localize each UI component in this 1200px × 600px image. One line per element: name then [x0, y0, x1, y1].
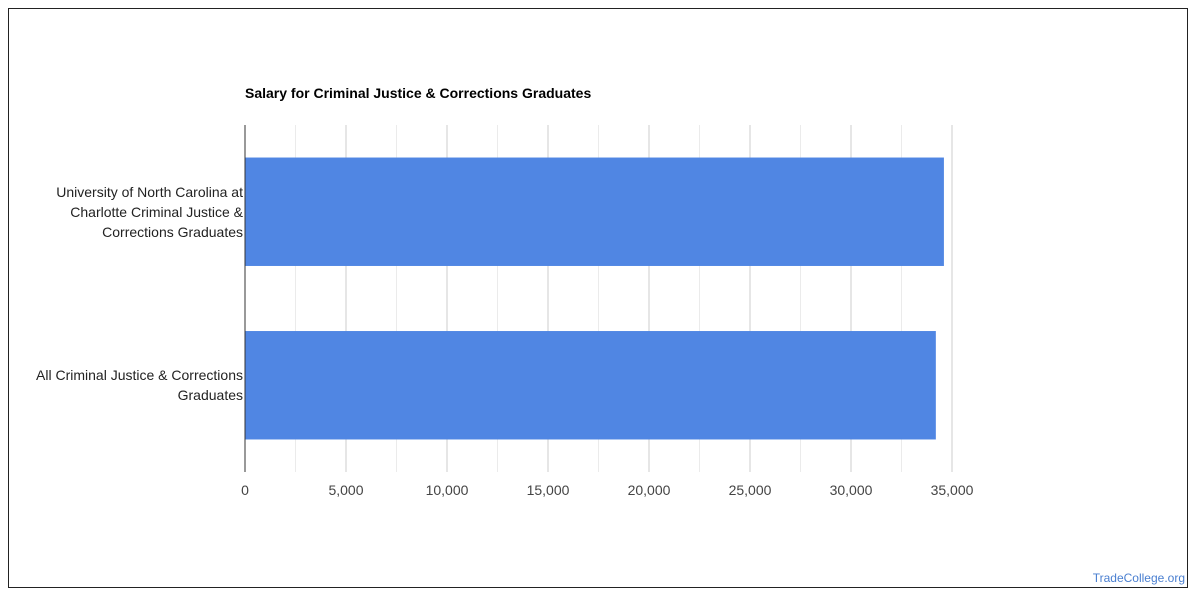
bars	[245, 157, 944, 440]
x-tick-label: 20,000	[628, 482, 671, 498]
category-label: University of North Carolina at Charlotte…	[56, 182, 243, 242]
category-label-line: All Criminal Justice & Corrections	[36, 367, 243, 384]
x-tick-label: 0	[241, 482, 249, 498]
bar	[245, 157, 944, 266]
x-tick-label: 25,000	[729, 482, 772, 498]
x-tick-label: 35,000	[931, 482, 974, 498]
category-label-line: University of North Carolina at	[56, 183, 243, 200]
category-label-line: Graduates	[177, 387, 243, 404]
chart-title: Salary for Criminal Justice & Correction…	[245, 85, 592, 101]
x-tick-label: 10,000	[426, 482, 469, 498]
category-label-line: Corrections Graduates	[102, 223, 243, 240]
x-tick-label: 5,000	[328, 482, 363, 498]
x-tick-label: 30,000	[830, 482, 873, 498]
x-tick-labels: 0 5,000 10,000 15,000 20,000 25,000 30,000 35,0…	[241, 482, 974, 498]
watermark: TradeCollege.org	[1092, 571, 1185, 585]
category-label: All Criminal Justice & Corrections Gradua…	[36, 365, 243, 405]
category-label-line: Charlotte Criminal Justice &	[70, 203, 243, 220]
bar	[245, 331, 936, 440]
x-tick-label: 15,000	[527, 482, 570, 498]
